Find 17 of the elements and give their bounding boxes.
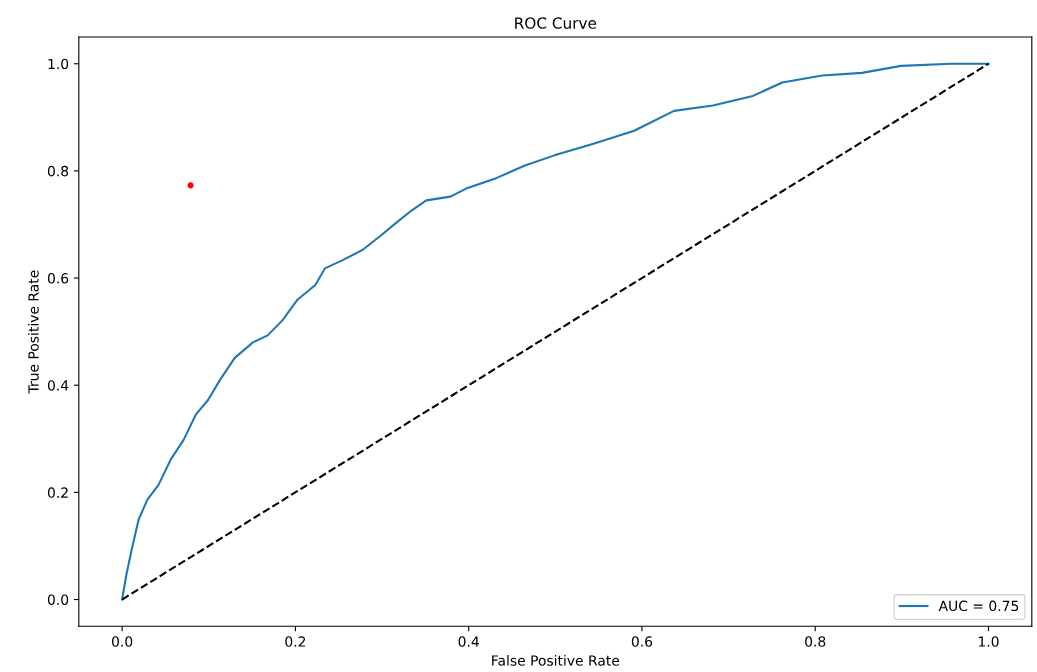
- chart-title: ROC Curve: [515, 17, 597, 29]
- y-tick-label: 0.4: [47, 380, 69, 391]
- x-tick-label: 0.2: [285, 636, 306, 647]
- y-tick-label: 1.0: [48, 58, 69, 70]
- x-tick-label: 1.0: [978, 636, 999, 647]
- y-tick-label: 0.6: [47, 273, 69, 284]
- y-tick-label: 0.0: [47, 594, 69, 605]
- y-axis-title: True Positive Rate: [28, 270, 39, 394]
- x-tick-label: 0.4: [458, 636, 479, 647]
- legend-label: AUC = 0.75: [938, 600, 1019, 612]
- y-tick-label: 0.2: [47, 487, 68, 498]
- x-tick-label: 0.0: [112, 636, 133, 647]
- line-series: [121, 62, 990, 601]
- y-tick-label: 0.8: [47, 165, 69, 177]
- x-axis-title: False Positive Rate: [492, 655, 620, 666]
- x-tick-label: 0.6: [631, 636, 653, 647]
- x-tick-label: 0.8: [805, 636, 826, 647]
